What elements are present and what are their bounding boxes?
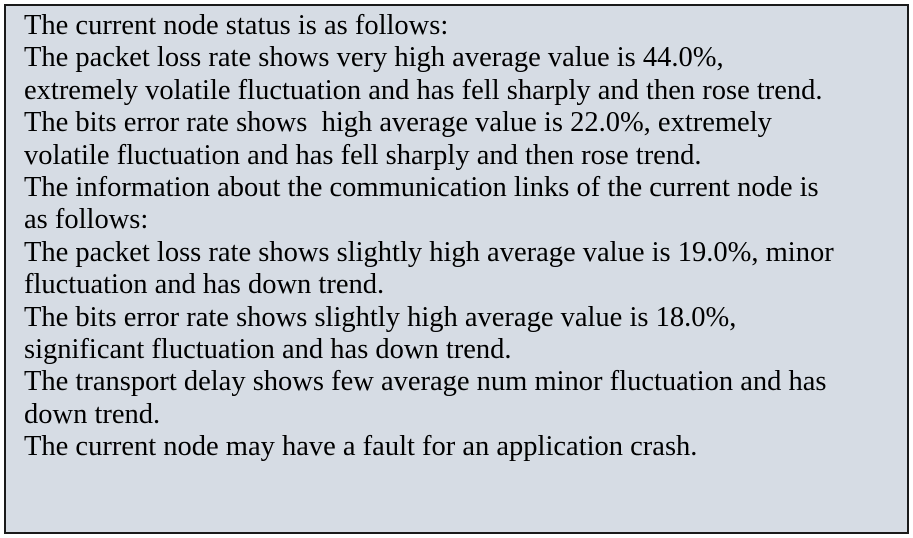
text-line: volatile fluctuation and has fell sharpl…: [24, 139, 702, 171]
text-line: The information about the communication …: [24, 172, 819, 204]
text-line: The bits error rate shows slightly high …: [24, 301, 737, 333]
text-line: The current node status is as follows:: [24, 10, 449, 41]
text-line: significant fluctuation and has down tre…: [24, 334, 512, 366]
text-line: The packet loss rate shows very high ave…: [24, 42, 724, 74]
text-line: as follows:: [24, 204, 149, 236]
text-line: extremely volatile fluctuation and has f…: [24, 74, 823, 106]
text-line: The current node may have a fault for an…: [24, 431, 698, 463]
text-line: The packet loss rate shows slightly high…: [24, 236, 834, 268]
text-line: down trend.: [24, 398, 161, 430]
text-line: The bits error rate shows high average v…: [24, 107, 772, 139]
text-line: fluctuation and has down trend.: [24, 269, 385, 301]
text-line: The transport delay shows few average nu…: [24, 366, 827, 398]
node-status-text-box: The current node status is as follows: T…: [4, 4, 909, 534]
